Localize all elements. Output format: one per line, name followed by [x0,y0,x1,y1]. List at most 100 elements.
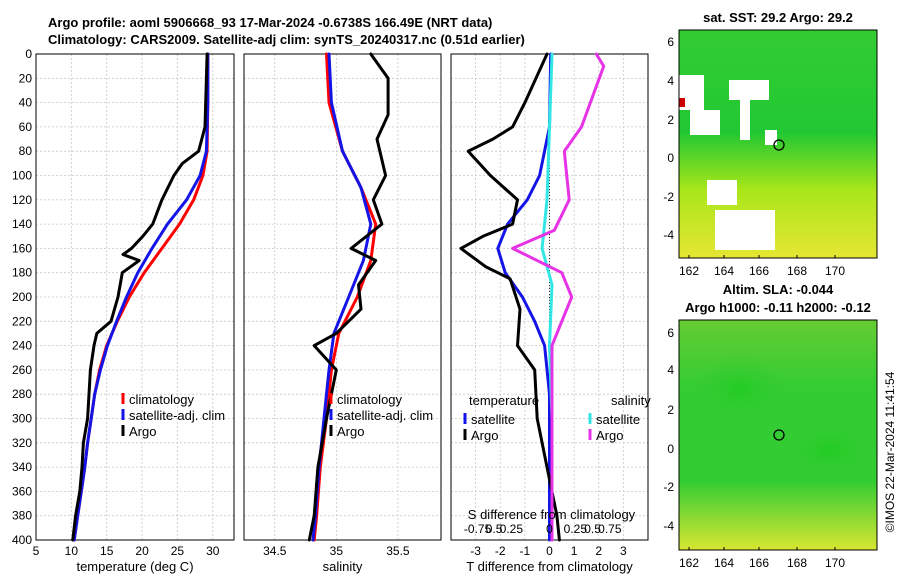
sst-map-title: sat. SST: 29.2 Argo: 29.2 [703,10,853,25]
sla-map [678,319,880,551]
depth-tick-label: 100 [12,169,32,183]
sla-lat-tick-label: 6 [667,326,674,340]
depth-tick-label: 380 [12,509,32,523]
sst-land-patch [729,80,769,100]
salinity-legend-label: Argo [337,424,364,439]
sst-land-patch [765,130,777,145]
depth-tick-label: 220 [12,314,32,328]
difference-x-tick-label: -3 [470,544,481,558]
depth-tick-label: 280 [12,387,32,401]
depth-tick-label: 260 [12,363,32,377]
temperature-legend-label: satellite-adj. clim [129,408,225,423]
sla-lat-tick-label: -4 [663,519,674,533]
salinity-x-tick-label: 34.5 [263,544,287,558]
temperature-x-tick-label: 5 [33,544,40,558]
temperature-legend-label: climatology [129,392,195,407]
temperature-x-tick-label: 20 [135,544,149,558]
difference-series-t-satellite [496,52,553,542]
sst-lat-tick-label: 4 [667,74,674,88]
sst-map-field [679,30,877,258]
diff-top-tick-label: 0.75 [598,522,622,536]
sla-lat-tick-label: 4 [667,363,674,377]
sst-argo-location-marker [773,139,785,151]
depth-tick-label: 240 [12,339,32,353]
imos-credit: ©IMOS 22-Mar-2024 11:41:54 [883,371,897,532]
difference-x-tick-label: 0 [546,544,553,558]
sla-feature [780,420,880,480]
difference-x-axis-label: T difference from climatology [466,559,633,574]
sla-lat-tick-label: 0 [667,442,674,456]
temperature-x-tick-label: 30 [206,544,220,558]
sla-argo-location-marker [773,429,785,441]
salinity-legend-label: satellite-adj. clim [337,408,433,423]
diff-legend-label: Argo [596,428,623,443]
difference-x-tick-label: 2 [595,544,602,558]
sst-land-patch [707,180,737,205]
depth-tick-label: 180 [12,266,32,280]
diff-legend-header-temperature: temperature [469,393,539,408]
sla-lat-tick-label: -2 [663,480,674,494]
depth-tick-label: 40 [19,96,33,110]
sla-lon-tick-label: 168 [787,556,807,570]
diff-top-tick-label: 0.5 [584,522,601,536]
sla-lat-tick-label: 2 [667,403,674,417]
depth-tick-label: 300 [12,412,32,426]
difference-x-tick-label: -1 [520,544,531,558]
sla-map-frame [678,319,878,551]
sst-lon-tick-label: 164 [714,264,734,278]
diff-top-tick-label: 0.25 [564,522,588,536]
temperature-series-satellite-adj-clim [72,52,210,542]
temperature-series-argo [71,52,209,542]
depth-tick-label: 20 [19,71,33,85]
sst-lat-tick-label: -4 [663,228,674,242]
difference-series-s-argo [511,52,606,542]
temperature-x-tick-label: 15 [100,544,114,558]
depth-tick-label: 160 [12,241,32,255]
sst-land-patch [690,110,720,135]
salinity-x-tick-label: 35.5 [386,544,410,558]
sst-lon-tick-label: 166 [749,264,769,278]
difference-x-tick-label: 1 [571,544,578,558]
diff-top-tick-label: -0.75 [464,522,492,536]
difference-x-tick-label: 3 [620,544,627,558]
sst-lat-tick-label: -2 [663,190,674,204]
sla-map-title-1: Altim. SLA: -0.044 [723,282,834,297]
sst-hot-pixel [679,98,685,107]
depth-tick-label: 60 [19,120,33,134]
depth-tick-label: 320 [12,436,32,450]
sst-lat-tick-label: 0 [667,151,674,165]
salinity-x-axis-label: salinity [323,559,363,574]
diff-legend-header-salinity: salinity [611,393,651,408]
sst-lon-tick-label: 170 [825,264,845,278]
depth-tick-label: 360 [12,484,32,498]
diff-top-tick-label: 0.25 [500,522,524,536]
diff-legend-label: satellite [471,412,515,427]
depth-tick-label: 200 [12,290,32,304]
depth-tick-label: 340 [12,460,32,474]
salinity-axes-frame [243,53,442,541]
temperature-x-tick-label: 10 [65,544,79,558]
temperature-x-axis-label: temperature (deg C) [76,559,193,574]
diff-top-axis-label: S difference from climatology [468,507,636,522]
salinity-series-argo [307,52,390,542]
sst-lat-tick-label: 6 [667,35,674,49]
temperature-x-tick-label: 25 [171,544,185,558]
sst-lon-tick-label: 168 [787,264,807,278]
sla-lon-tick-label: 166 [749,556,769,570]
sst-map-frame [678,29,878,259]
diff-legend-label: Argo [471,428,498,443]
sla-feature [695,355,785,425]
depth-tick-label: 80 [19,144,33,158]
depth-tick-label: 400 [12,533,32,547]
depth-tick-label: 140 [12,217,32,231]
depth-tick-label: 120 [12,193,32,207]
diff-legend-label: satellite [596,412,640,427]
salinity-x-tick-label: 35 [330,544,344,558]
diff-top-tick-label: 0 [546,522,553,536]
salinity-legend-label: climatology [337,392,403,407]
title-line-1: Argo profile: aoml 5906668_93 17-Mar-202… [48,15,493,30]
sla-lon-tick-label: 164 [714,556,734,570]
depth-tick-label: 0 [25,47,32,61]
